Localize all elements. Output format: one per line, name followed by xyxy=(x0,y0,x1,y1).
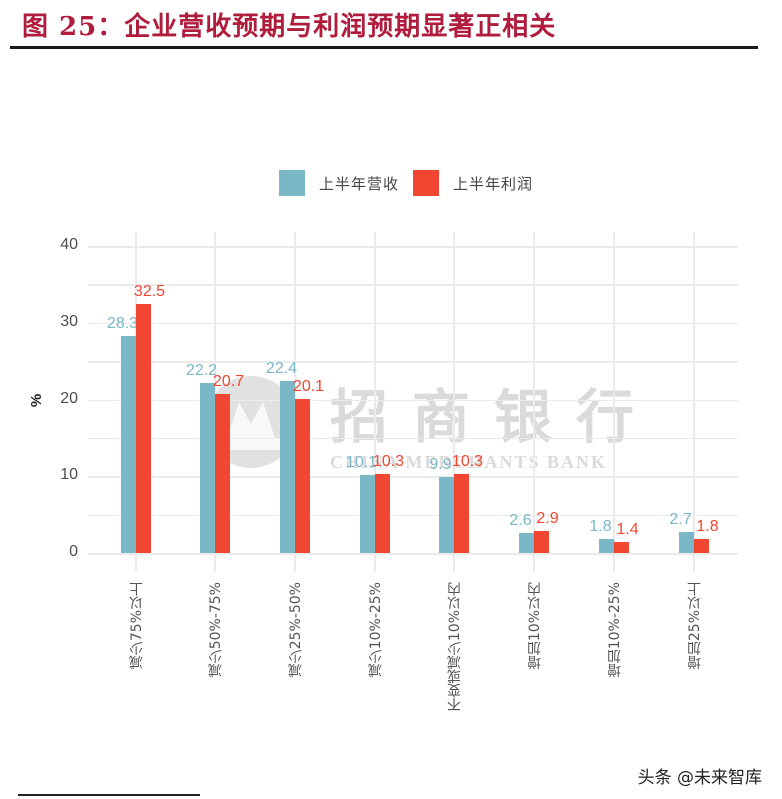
bar-profit xyxy=(534,530,549,553)
value-label-revenue: 22.2 xyxy=(185,361,218,379)
gridline-minor xyxy=(88,514,738,517)
gridline-minor xyxy=(88,284,738,286)
gridline-minor xyxy=(88,361,738,363)
value-label-profit: 1.4 xyxy=(616,521,639,539)
watermark-text-en: CHINA MERCHANTS BANK xyxy=(330,452,608,472)
legend-item-profit: 上半年利润 xyxy=(413,170,533,196)
value-label-profit: 2.9 xyxy=(536,509,559,527)
gridline-major xyxy=(88,553,738,555)
y-tick-label: 40 xyxy=(60,236,78,253)
bar-profit xyxy=(375,473,390,553)
y-tick-label: 30 xyxy=(60,312,78,330)
value-label-revenue: 2.6 xyxy=(509,512,532,530)
value-label-revenue: 9.9 xyxy=(429,456,452,474)
bar-profit xyxy=(215,394,230,553)
value-label-profit: 32.5 xyxy=(133,282,166,300)
title-divider xyxy=(10,46,758,49)
legend-label-profit: 上半年利润 xyxy=(453,174,534,193)
footer-divider xyxy=(18,794,200,796)
value-label-revenue: 22.4 xyxy=(265,360,298,378)
bar-revenue xyxy=(121,335,136,553)
y-tick-label: 20 xyxy=(60,389,78,407)
legend-item-revenue: 上半年营收 xyxy=(279,170,399,196)
bar-revenue xyxy=(519,533,534,553)
bar-revenue xyxy=(360,475,375,553)
value-label-profit: 1.8 xyxy=(696,518,719,536)
value-label-revenue: 10.1 xyxy=(345,454,378,472)
x-tick-label: 增加10%以内 xyxy=(527,582,543,670)
gridline-major xyxy=(88,399,738,401)
gridline-vertical xyxy=(374,232,376,572)
value-label-revenue: 2.7 xyxy=(669,511,692,529)
gridline-vertical xyxy=(453,232,455,572)
bar-revenue xyxy=(439,477,454,553)
value-label-profit: 20.7 xyxy=(212,373,245,391)
gridline-major xyxy=(88,322,738,325)
gridline-major xyxy=(88,476,738,478)
value-label-profit: 10.3 xyxy=(372,452,405,470)
gridline-vertical xyxy=(533,232,535,572)
x-tick-label: 不变或减少10%以内 xyxy=(447,582,463,712)
value-label-profit: 10.3 xyxy=(451,452,484,470)
legend-label-revenue: 上半年营收 xyxy=(319,174,400,193)
bar-profit xyxy=(454,473,469,553)
legend-swatch-revenue xyxy=(279,170,305,196)
bar-revenue xyxy=(599,539,614,553)
bar-revenue xyxy=(679,532,694,553)
x-tick-label: 减少25%-50% xyxy=(288,582,304,678)
bar-profit xyxy=(295,398,310,553)
legend-swatch-profit xyxy=(413,170,440,196)
x-tick-label: 减少10%-25% xyxy=(368,582,384,678)
x-tick-label: 增加10%-25% xyxy=(607,582,623,678)
gridline-minor xyxy=(88,437,738,440)
value-label-profit: 20.1 xyxy=(292,377,325,395)
value-label-revenue: 1.8 xyxy=(589,518,612,536)
gridline-vertical xyxy=(613,232,615,572)
bar-revenue xyxy=(200,382,215,553)
figure-title: 图 25：企业营收预期与利润预期显著正相关 xyxy=(22,12,557,42)
y-tick-label: 10 xyxy=(60,466,78,484)
x-tick-label: 减少75%以上 xyxy=(129,582,145,670)
y-tick-label: 0 xyxy=(69,543,78,560)
x-tick-label: 减少50%-75% xyxy=(208,582,224,678)
bar-profit xyxy=(614,542,629,553)
watermark-text-cn: 招商银行 xyxy=(330,383,659,451)
bar-profit xyxy=(136,303,151,553)
chart-legend: 上半年营收 上半年利润 xyxy=(279,170,547,196)
bar-revenue xyxy=(280,381,295,553)
bar-profit xyxy=(694,539,709,553)
x-tick-label: 增加25%以上 xyxy=(687,582,703,670)
source-credit: 头条 @未来智库 xyxy=(637,768,762,788)
value-label-revenue: 28.3 xyxy=(106,314,139,332)
gridline-major xyxy=(88,246,738,248)
gridline-vertical xyxy=(693,232,695,572)
